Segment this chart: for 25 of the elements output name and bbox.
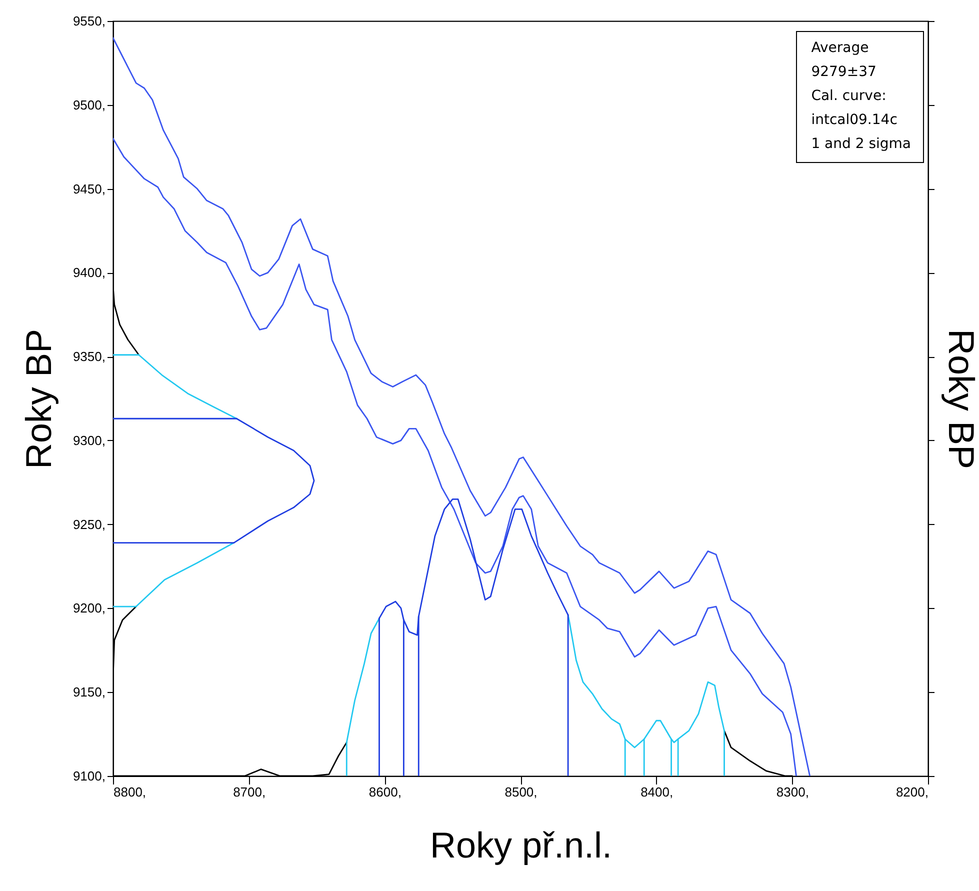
x-tick-label: 8500,: [504, 784, 538, 800]
annotation: 9279±37: [811, 63, 878, 82]
x-tick-label: 8700,: [233, 784, 266, 800]
annotation: Cal. curve:: [811, 87, 888, 106]
y-axis-title: Roky BP: [18, 328, 59, 470]
x-tick-label: 8600,: [368, 784, 402, 800]
x-tick-label: 8800,: [114, 784, 146, 800]
x-axis-title: Roky př.n.l.: [430, 824, 612, 866]
annotation: 1 and 2 sigma: [811, 135, 911, 154]
y-tick-label: 9100,: [72, 768, 106, 784]
x-tick-label: 8400,: [640, 784, 674, 800]
y-tick-label: 9300,: [72, 432, 106, 448]
y-tick-label: 9200,: [72, 600, 106, 616]
y-tick-label: 9500,: [72, 97, 106, 112]
y-tick-label: 9550,: [72, 14, 106, 28]
x-tick-label: 8300,: [776, 784, 809, 800]
y-tick-label: 9150,: [72, 684, 106, 700]
annotation: Average: [811, 39, 870, 58]
y-tick-label: 9450,: [72, 181, 106, 196]
y-tick-label: 9350,: [72, 349, 106, 364]
y-tick-label: 9250,: [72, 516, 106, 532]
annotation: intcal09.14c: [811, 111, 898, 130]
y-tick-label: 9400,: [72, 265, 106, 280]
x-tick-label: 8200,: [896, 784, 928, 800]
y2-axis-title: Roky BP: [941, 328, 979, 470]
